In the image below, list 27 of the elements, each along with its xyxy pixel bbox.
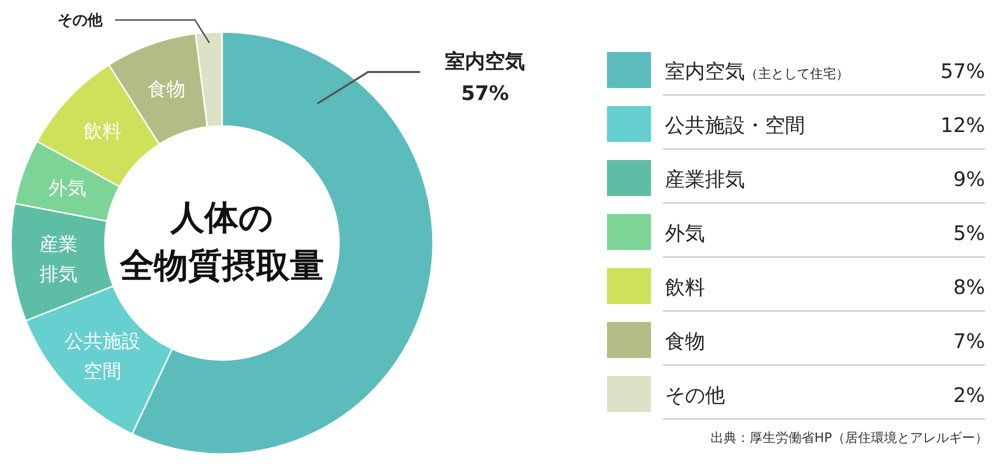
slice-label: 外気 <box>48 177 87 200</box>
text: 排気 <box>40 263 78 286</box>
text: 公共施設 <box>64 330 140 352</box>
legend-label: 公共施設・空間 <box>665 113 805 137</box>
data-label: 9% <box>953 167 985 191</box>
source-note: 出典：厚生労働省HP（居住環境とアレルギー） <box>710 430 988 446</box>
legend-label: 外気 <box>665 221 705 245</box>
slice-label: 飲料 <box>83 120 122 143</box>
text: 室内空気 <box>445 49 525 73</box>
text: 空間 <box>83 360 122 382</box>
legend-label: 食物 <box>665 329 705 353</box>
slice-label: その他 <box>58 11 104 29</box>
text: 人体の <box>170 198 274 238</box>
text: 57% <box>940 59 985 83</box>
legend-label: 飲料 <box>665 275 705 299</box>
legend-label: 室内空気（主として住宅） <box>665 59 849 83</box>
text: 産業 <box>40 233 78 256</box>
data-label: 5% <box>953 221 985 245</box>
data-label: 7% <box>953 329 985 353</box>
slice-label: 食物 <box>147 78 186 101</box>
legend-label: その他 <box>665 383 725 407</box>
data-label: 57% <box>461 81 509 105</box>
data-label: 8% <box>953 275 985 299</box>
legend-label: 産業排気 <box>665 167 745 191</box>
data-label: 12% <box>940 113 985 137</box>
text: 全物質摂取量 <box>119 246 324 286</box>
data-label: 2% <box>953 383 985 407</box>
